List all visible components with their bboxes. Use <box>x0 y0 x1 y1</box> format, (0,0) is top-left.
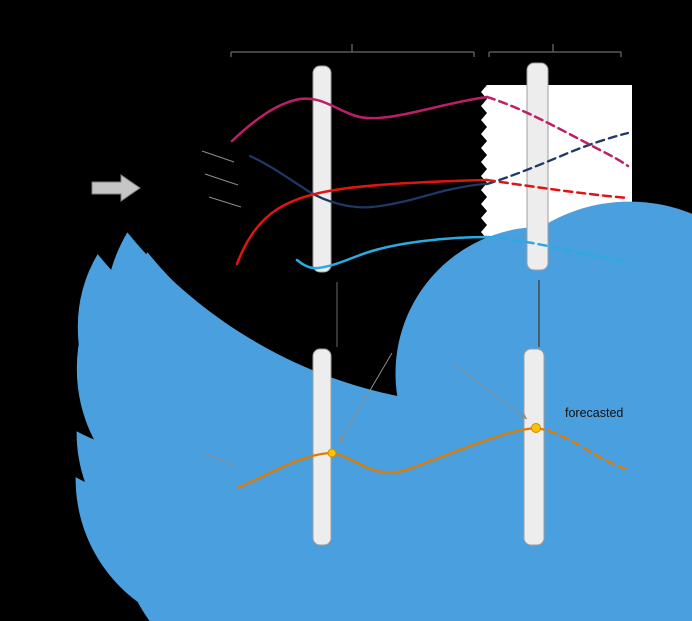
forecast-window-bracket <box>488 44 622 57</box>
right-block-arrow-icon <box>91 174 141 202</box>
aggregate-curve-orange-forecast <box>534 426 630 472</box>
annotations <box>201 150 528 467</box>
topic-curve-cyan-solid <box>295 235 489 270</box>
topic-curve-navy-solid <box>248 154 489 209</box>
topic-curve-cyan-forecast <box>485 235 630 264</box>
topic-curve-magenta-forecast <box>485 95 630 168</box>
aggregate-curve-bottom <box>236 423 630 490</box>
leader-line <box>201 150 235 163</box>
time-window-bar-top-left <box>312 65 332 273</box>
topic-curve-magenta-solid <box>230 95 489 143</box>
time-window-bar-bottom-left <box>312 348 332 546</box>
aggregate-curve-orange-solid <box>236 426 538 490</box>
leader-line <box>208 196 242 208</box>
forecasted-label: forecasted <box>565 406 623 420</box>
annotation-arrow-forecast-point <box>455 365 528 420</box>
leader-line <box>203 452 237 467</box>
forecast-point-dot <box>531 423 541 433</box>
topic-curves-top <box>230 95 630 270</box>
time-window-bar-bottom-right <box>523 348 545 546</box>
observed-point-dot <box>327 448 337 458</box>
annotation-arrow-observed-point <box>338 352 393 444</box>
observed-window-bracket <box>230 44 475 57</box>
topic-curve-red-solid <box>235 178 489 266</box>
topic-curve-red-forecast <box>485 178 630 200</box>
topic-curve-navy-forecast <box>485 131 630 186</box>
leader-line <box>204 173 239 186</box>
